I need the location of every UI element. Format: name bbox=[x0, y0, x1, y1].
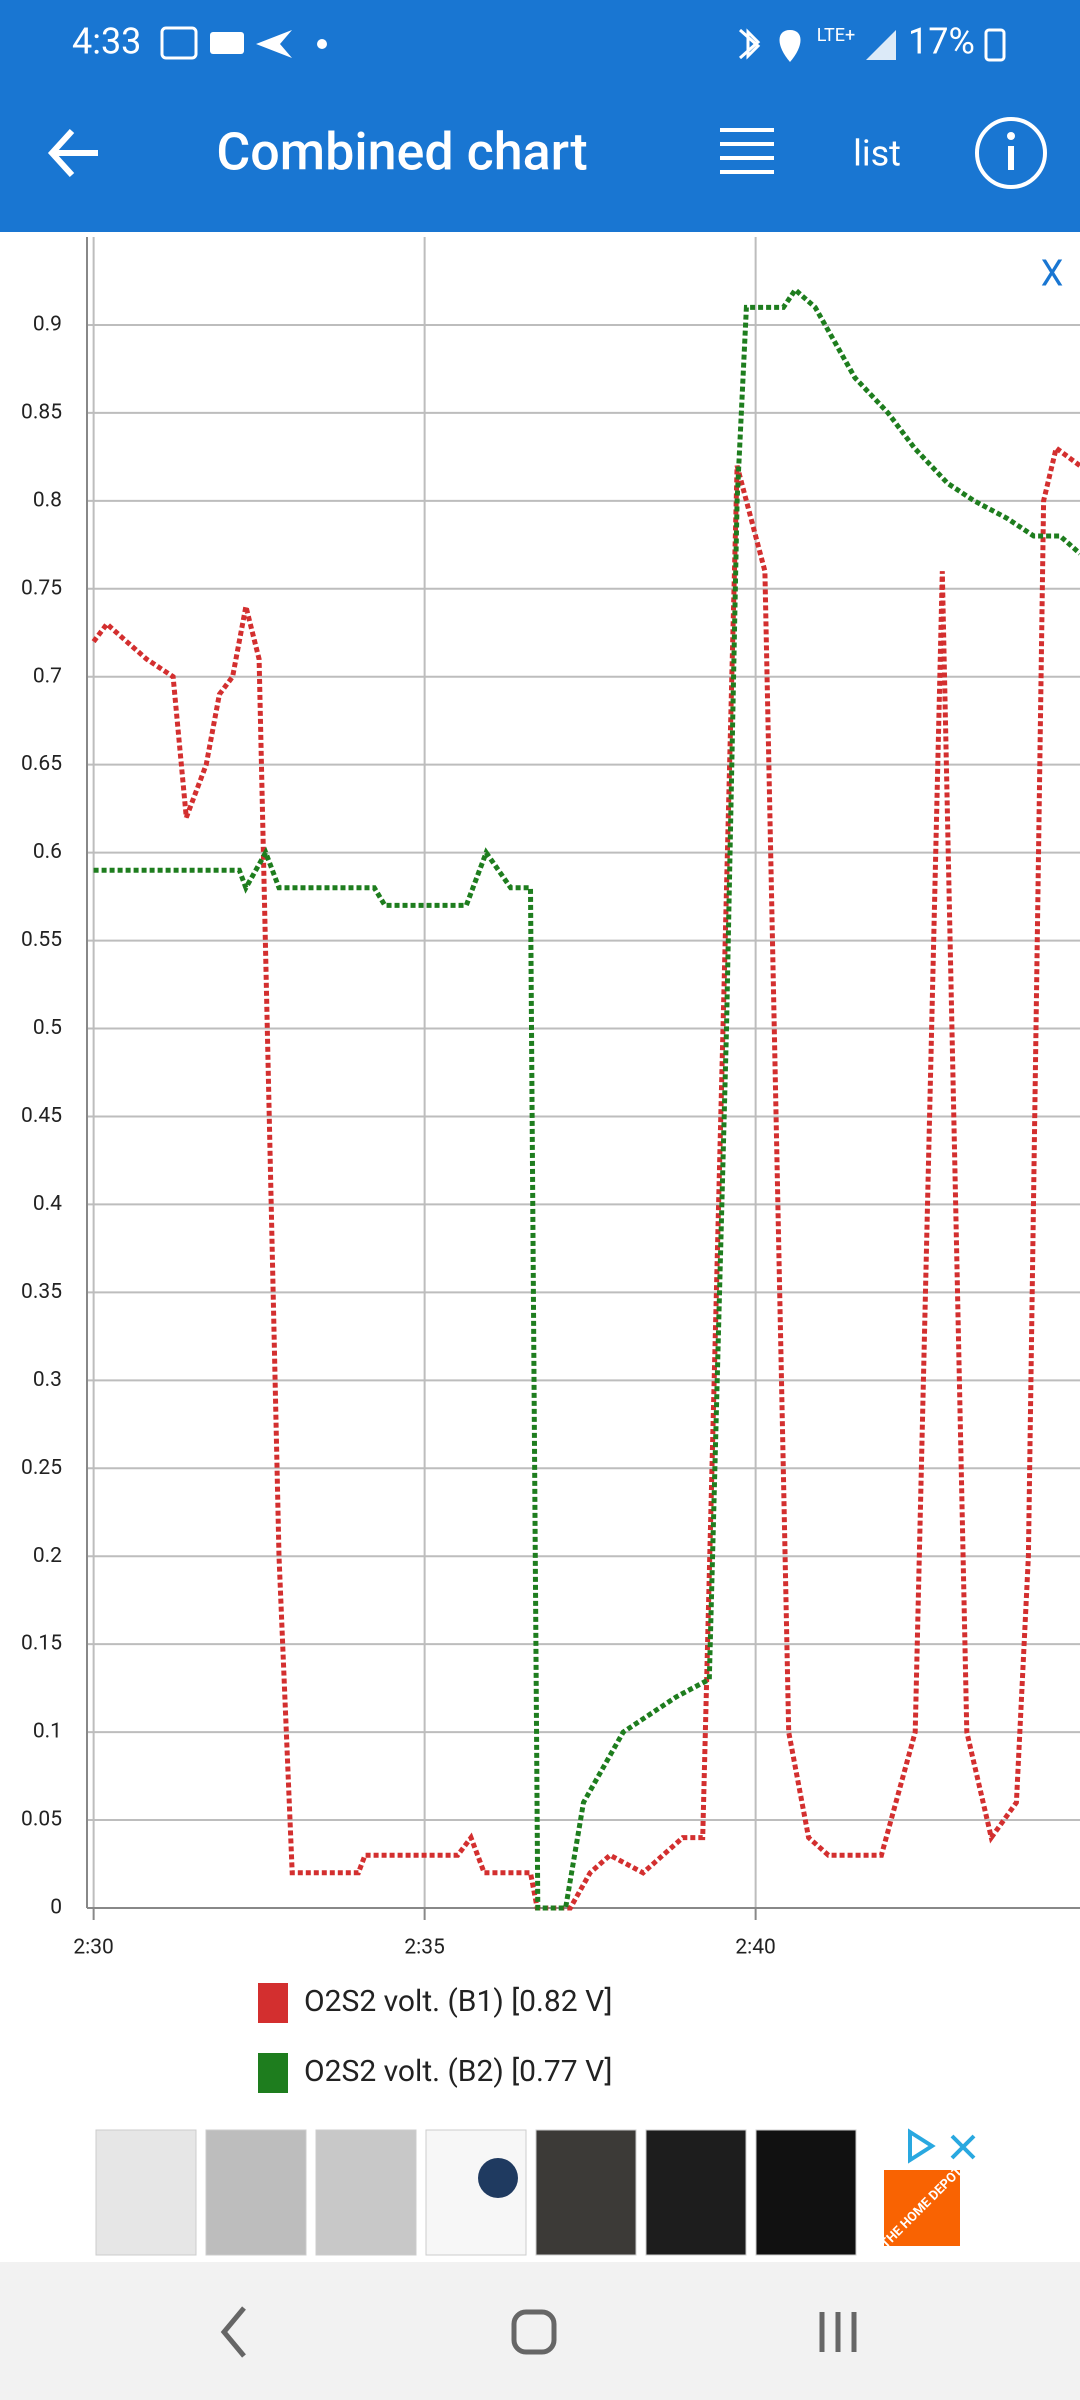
y-tick-label: 0.7 bbox=[33, 664, 62, 688]
battery-level: 17% bbox=[908, 21, 975, 63]
info-glyph bbox=[1008, 146, 1014, 170]
y-tick-label: 0.2 bbox=[33, 1544, 62, 1568]
y-tick-label: 0.9 bbox=[33, 312, 62, 336]
series-line bbox=[91, 443, 1080, 1911]
location-icon bbox=[779, 30, 801, 62]
legend-label: O2S2 volt. (B2) [0.77 V] bbox=[304, 2054, 612, 2089]
y-tick-label: 0.25 bbox=[21, 1456, 62, 1480]
app-title: Combined chart bbox=[216, 122, 587, 183]
car-icon bbox=[210, 32, 244, 54]
y-tick-label: 0.65 bbox=[21, 752, 62, 776]
info-button[interactable] bbox=[975, 117, 1047, 189]
nav-back[interactable] bbox=[220, 2306, 246, 2358]
battery-icon bbox=[984, 28, 1006, 62]
network-type: LTE+ bbox=[817, 25, 855, 46]
list-button[interactable]: list bbox=[853, 133, 901, 175]
y-tick-label: 0.05 bbox=[21, 1808, 62, 1832]
y-tick-label: 0.15 bbox=[21, 1632, 62, 1656]
nav-recents[interactable] bbox=[819, 2312, 857, 2352]
y-tick-label: 0.4 bbox=[33, 1192, 62, 1216]
x-tick-label: 2:35 bbox=[404, 1936, 445, 1960]
app-header bbox=[0, 0, 1080, 232]
series-line bbox=[93, 286, 1080, 1911]
y-tick-label: 0.6 bbox=[33, 840, 62, 864]
y-tick-label: 0.3 bbox=[33, 1368, 62, 1392]
legend-swatch bbox=[258, 2053, 288, 2093]
y-tick-label: 0.75 bbox=[21, 576, 62, 600]
gallery-icon bbox=[160, 26, 198, 60]
y-tick-label: 0.45 bbox=[21, 1104, 62, 1128]
legend-label: O2S2 volt. (B1) [0.82 V] bbox=[304, 1984, 612, 2019]
close-chart[interactable]: X bbox=[1041, 253, 1064, 295]
nav-home[interactable] bbox=[511, 2309, 557, 2355]
y-tick-label: 0.8 bbox=[33, 488, 62, 512]
y-tick-label: 0.1 bbox=[33, 1720, 62, 1744]
info-glyph-dot bbox=[1007, 132, 1015, 140]
bluetooth-icon bbox=[739, 28, 761, 60]
navigation-bar bbox=[0, 2262, 1080, 2400]
chart: 0 0.05 0.1 0.15 0.2 0.25 0.3 0.35 0.4 0.45 0.5 0.55… bbox=[21, 237, 1080, 1960]
y-tick-label: 0.55 bbox=[21, 928, 62, 952]
legend: O2S2 volt. (B1) [0.82 V] O2S2 volt. (B2) … bbox=[258, 1983, 612, 2093]
x-tick-label: 2:40 bbox=[735, 1936, 776, 1960]
send-icon bbox=[256, 30, 292, 58]
list-icon[interactable] bbox=[720, 128, 774, 174]
x-tick-label: 2:30 bbox=[73, 1936, 114, 1960]
y-tick-label: 0.35 bbox=[21, 1280, 62, 1304]
y-tick-label: 0.5 bbox=[33, 1016, 62, 1040]
dot-icon bbox=[317, 39, 327, 49]
signal-icon bbox=[866, 30, 896, 60]
back-button[interactable] bbox=[47, 128, 98, 178]
status-time: 4:33 bbox=[72, 21, 141, 63]
ad-banner[interactable]: THE HOME DEPOT bbox=[95, 2128, 976, 2256]
y-tick-label: 0.85 bbox=[21, 400, 62, 424]
y-tick-label: 0 bbox=[50, 1896, 62, 1920]
legend-swatch bbox=[258, 1983, 288, 2023]
